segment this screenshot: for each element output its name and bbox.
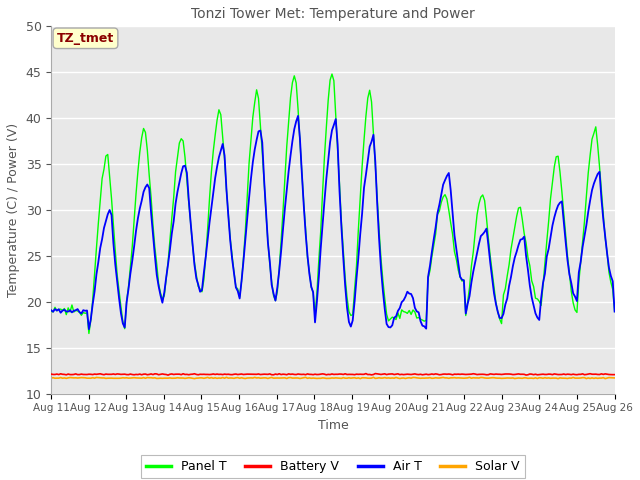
Solar V [562,375,570,381]
Solar V [392,374,400,380]
Battery V [47,371,55,377]
Battery V [611,372,618,377]
Air T [562,239,570,244]
Legend: Panel T, Battery V, Air T, Solar V: Panel T, Battery V, Air T, Solar V [141,455,525,478]
X-axis label: Time: Time [317,419,348,432]
Line: Solar V: Solar V [51,377,614,379]
Air T [47,307,55,313]
Battery V [49,372,57,377]
Panel T [49,309,57,315]
Battery V [385,371,392,377]
Solar V [611,375,618,381]
Solar V [381,375,388,381]
Title: Tonzi Tower Met: Temperature and Power: Tonzi Tower Met: Temperature and Power [191,7,475,21]
Panel T [611,309,618,314]
Air T [85,326,93,332]
Battery V [526,371,534,377]
Panel T [526,263,534,268]
Battery V [371,371,379,376]
Air T [294,113,302,119]
Solar V [49,375,57,381]
Y-axis label: Temperature (C) / Power (V): Temperature (C) / Power (V) [7,123,20,297]
Air T [387,324,394,330]
Panel T [47,309,55,314]
Panel T [385,318,392,324]
Panel T [387,316,394,322]
Panel T [328,71,336,77]
Air T [526,283,534,288]
Solar V [466,374,474,380]
Air T [611,309,618,314]
Battery V [562,372,570,377]
Text: TZ_tmet: TZ_tmet [57,32,114,45]
Solar V [47,375,55,381]
Panel T [85,331,93,336]
Air T [396,305,404,311]
Line: Battery V: Battery V [51,373,614,375]
Solar V [383,375,390,381]
Panel T [396,315,404,321]
Line: Panel T: Panel T [51,74,614,334]
Panel T [562,232,570,238]
Battery V [387,371,394,377]
Solar V [524,375,532,381]
Battery V [396,372,404,377]
Line: Air T: Air T [51,116,614,329]
Battery V [164,372,172,378]
Air T [49,309,57,314]
Air T [385,324,392,330]
Solar V [554,376,562,382]
